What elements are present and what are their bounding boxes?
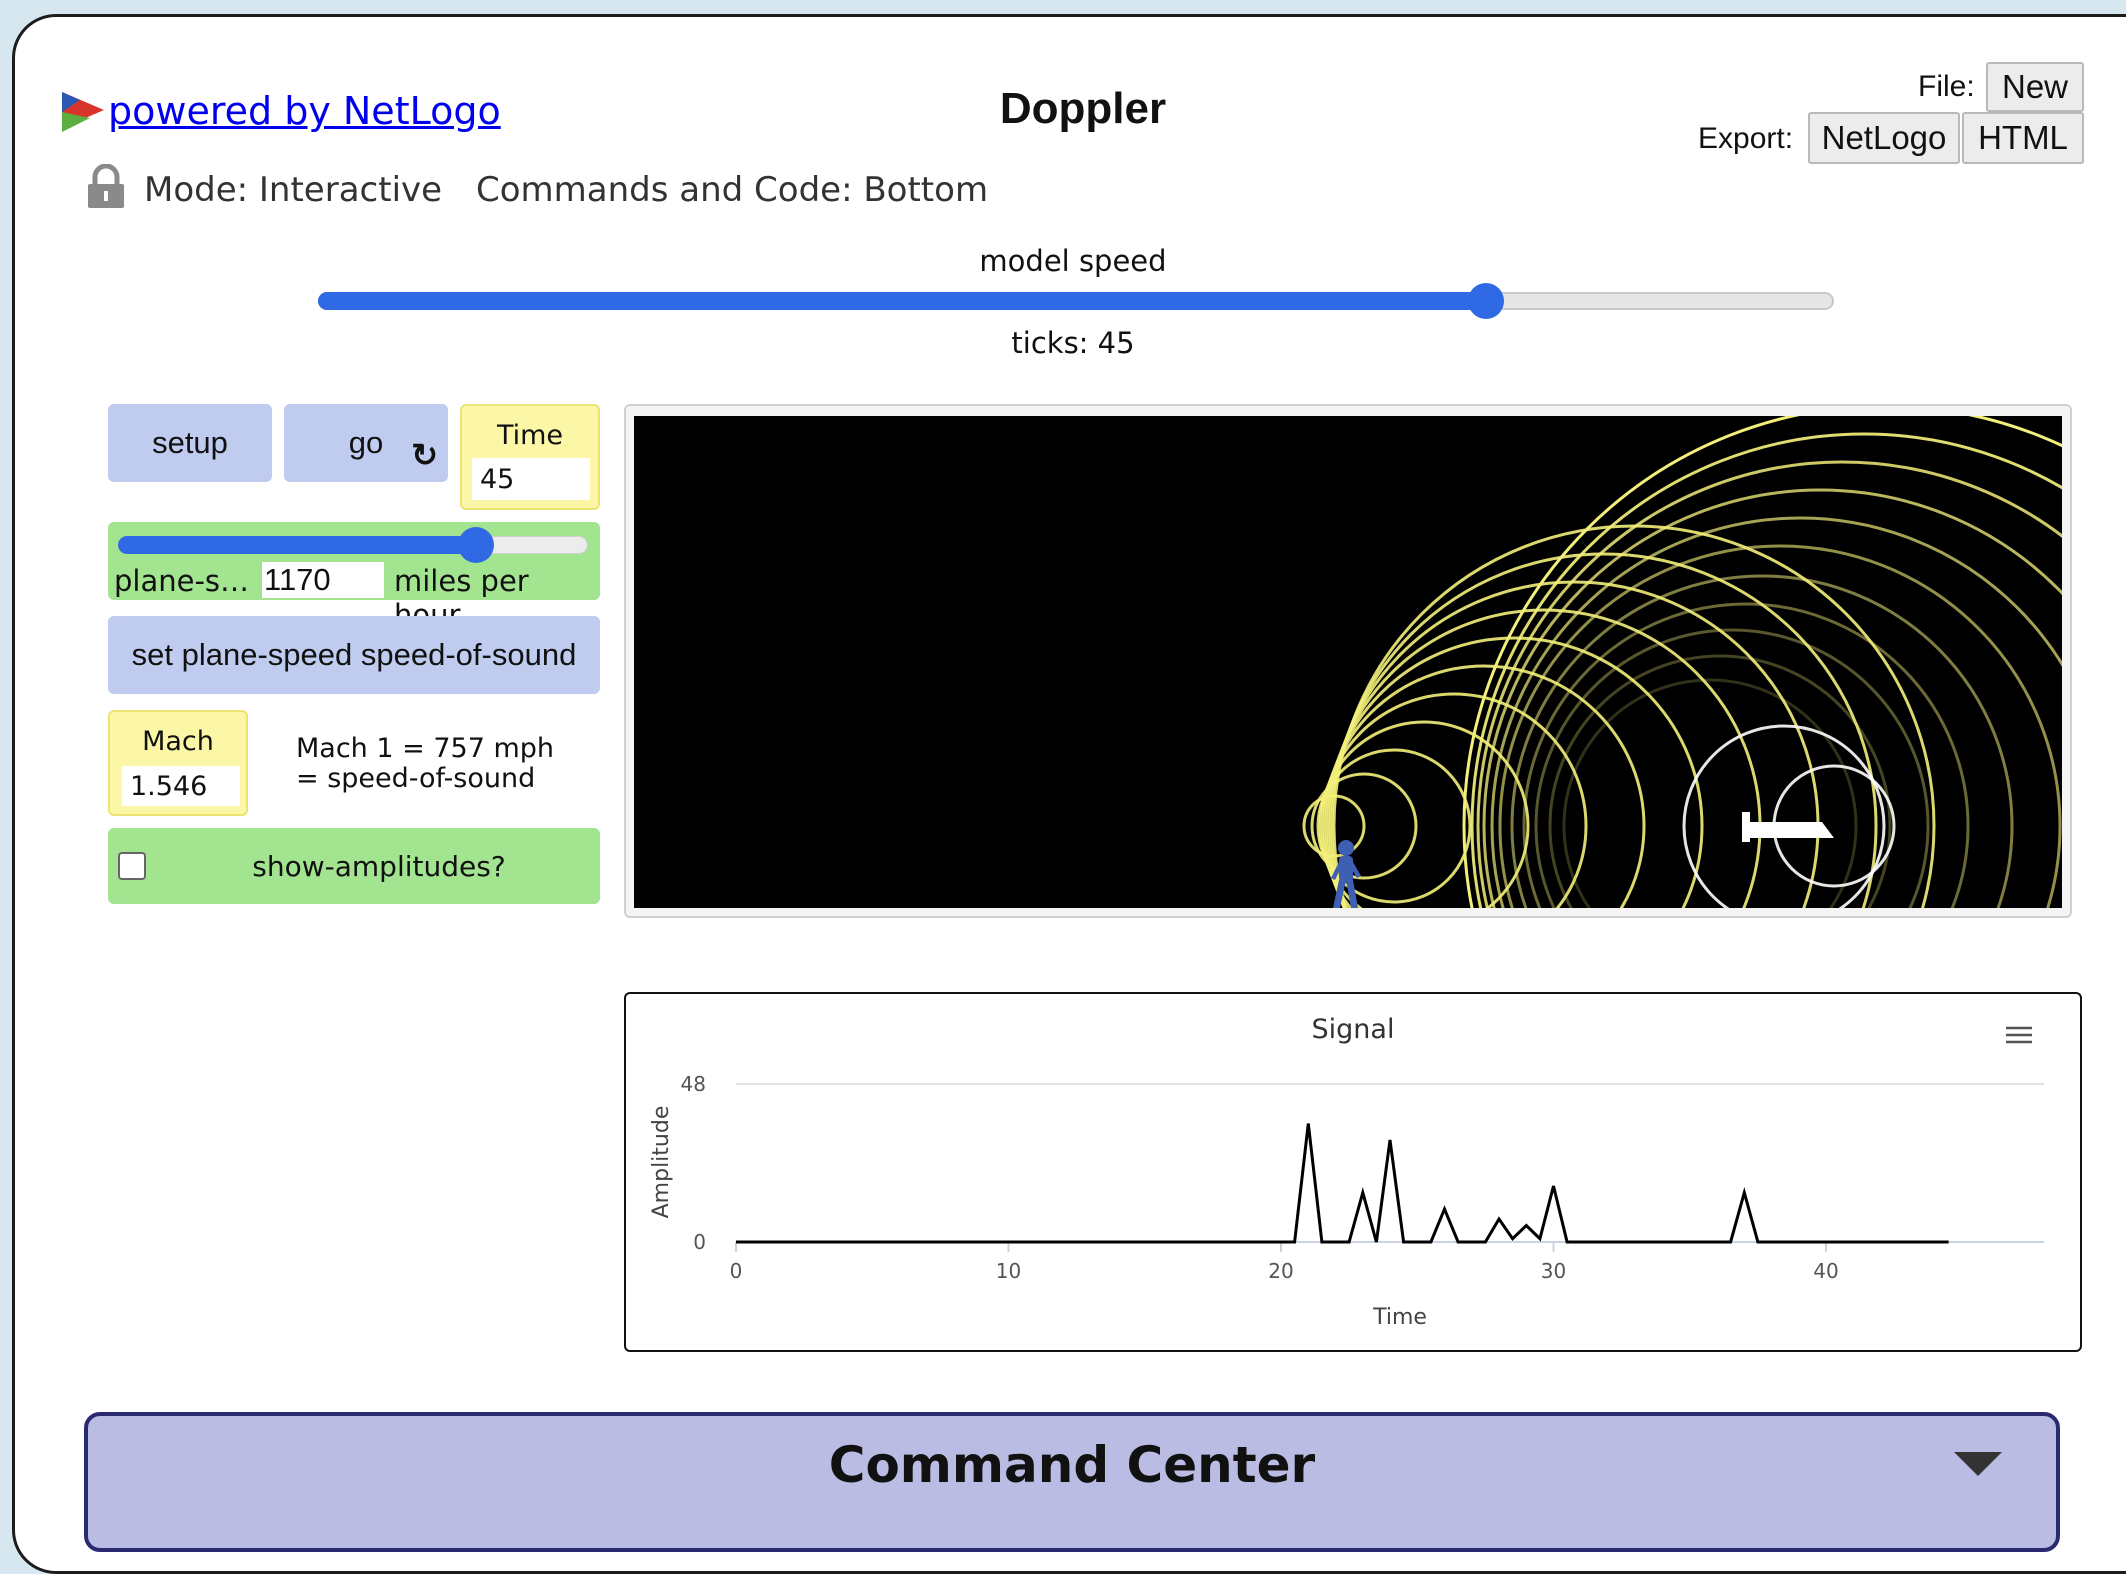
mach-note-line1: Mach 1 = 757 mph — [296, 733, 555, 764]
powered-by-text[interactable]: powered by NetLogo — [108, 89, 501, 133]
plot-xlabel: Time — [1372, 1305, 1427, 1330]
plot-grid — [736, 1083, 2044, 1243]
sound-wave-ring — [1462, 416, 2062, 908]
sound-wave-ring — [1534, 628, 1930, 908]
sound-wave-ring — [1310, 772, 1418, 880]
show-amplitudes-switch[interactable]: show-amplitudes? — [108, 828, 600, 904]
sound-wave-ring — [1562, 678, 1858, 908]
signal-plot: Signal Amplitude Time 0 10 20 30 40 0 48 — [624, 992, 2082, 1352]
plot-y-tick-label: 0 — [693, 1230, 706, 1254]
plot-ylabel: Amplitude — [649, 1106, 674, 1219]
lock-icon[interactable] — [86, 164, 126, 210]
signal-series-line — [736, 1123, 1949, 1244]
sound-wave-ring — [1548, 654, 1892, 908]
plot-x-tick-label: 0 — [730, 1259, 743, 1283]
sound-wave-ring — [1320, 692, 1588, 908]
plane-icon — [1742, 812, 1834, 842]
ticks-counter: ticks: 45 — [1011, 326, 1135, 360]
mach-monitor: Mach 1.546 — [108, 710, 248, 816]
time-monitor: Time 45 — [460, 404, 600, 510]
sound-wave-ring — [1318, 720, 1530, 908]
chevron-down-icon[interactable] — [1954, 1452, 2002, 1476]
sound-waves — [1302, 416, 2062, 908]
model-title: Doppler — [999, 84, 1167, 133]
sound-wave-ring — [1490, 516, 2062, 908]
world-view[interactable] — [634, 416, 2062, 908]
file-label: File: — [1918, 70, 1975, 103]
forever-icon: ↻ — [411, 437, 438, 473]
sound-wave-ring — [1522, 602, 1970, 908]
sound-wave-ring — [1510, 574, 2014, 908]
plot-ticks: 0 10 20 30 40 0 48 — [681, 1072, 1839, 1283]
command-center-title: Command Center — [828, 1436, 1316, 1494]
plot-x-tick-label: 10 — [996, 1259, 1021, 1283]
setup-button[interactable]: setup — [108, 404, 272, 482]
netlogo-logo-icon — [62, 92, 104, 132]
plot-x-tick-label: 40 — [1813, 1259, 1838, 1283]
model-speed-fill — [318, 292, 1486, 310]
mode-toggle[interactable]: Mode: Interactive — [144, 170, 443, 210]
export-label: Export: — [1698, 122, 1794, 155]
show-amplitudes-label: show-amplitudes? — [252, 850, 506, 883]
plane-speed-slider[interactable]: plane-s… 1170 miles per hour — [108, 522, 600, 632]
powered-by-netlogo-link[interactable]: powered by NetLogo — [60, 88, 501, 134]
mach-monitor-value: 1.546 — [122, 766, 240, 806]
sound-wave-ring — [1498, 544, 2062, 908]
export-html-button[interactable]: HTML — [1962, 112, 2084, 164]
sound-wave-ring — [1476, 460, 2062, 908]
sound-wave-ring — [1330, 552, 1878, 908]
signal-plot-canvas: Signal Amplitude Time 0 10 20 30 40 0 48 — [649, 1014, 2044, 1330]
new-file-button[interactable]: New — [1986, 62, 2084, 112]
plot-title: Signal — [1312, 1014, 1395, 1045]
set-plane-speed-label: set plane-speed speed-of-sound — [131, 637, 577, 672]
model-speed-label: model speed — [979, 244, 1167, 278]
person-icon — [1331, 840, 1361, 908]
sound-wave-ring — [1316, 748, 1472, 904]
plane-speed-fill — [118, 536, 478, 554]
sound-wave-ring — [1682, 724, 1886, 908]
sound-wave-ring — [1322, 664, 1646, 908]
setup-button-label: setup — [152, 425, 228, 460]
plot-y-tick-label: 48 — [681, 1072, 706, 1096]
sound-wave-ring — [1332, 524, 1936, 908]
time-monitor-label: Time — [496, 420, 564, 451]
commands-code-position[interactable]: Commands and Code: Bottom — [476, 170, 989, 210]
plot-x-tick-label: 30 — [1541, 1259, 1566, 1283]
plot-menu-icon[interactable] — [2006, 1026, 2032, 1044]
plane-speed-name: plane-s… — [114, 564, 250, 598]
plane-speed-thumb[interactable] — [458, 527, 494, 563]
command-center-panel[interactable]: Command Center — [84, 1412, 2060, 1552]
mach-note: Mach 1 = 757 mph = speed-of-sound — [296, 734, 554, 794]
time-monitor-value: 45 — [472, 458, 590, 500]
export-netlogo-button[interactable]: NetLogo — [1808, 112, 1960, 164]
world-view-canvas — [1302, 416, 2062, 908]
show-amplitudes-checkbox[interactable] — [118, 852, 146, 880]
plot-x-tick-label: 20 — [1268, 1259, 1293, 1283]
mach-monitor-label: Mach — [142, 726, 214, 757]
model-speed-thumb[interactable] — [1468, 283, 1504, 319]
mach-note-line2: = speed-of-sound — [296, 763, 536, 794]
sound-wave-ring — [1470, 432, 2062, 908]
sound-wave-ring — [1324, 636, 1704, 908]
plane-speed-value-input[interactable]: 1170 — [262, 562, 384, 598]
set-plane-speed-button[interactable]: set plane-speed speed-of-sound — [108, 616, 600, 694]
go-button-label: go — [348, 425, 384, 460]
sound-wave-ring — [1482, 488, 2062, 908]
go-button[interactable]: go ↻ — [284, 404, 448, 482]
sound-wave-ring — [1302, 794, 1366, 858]
